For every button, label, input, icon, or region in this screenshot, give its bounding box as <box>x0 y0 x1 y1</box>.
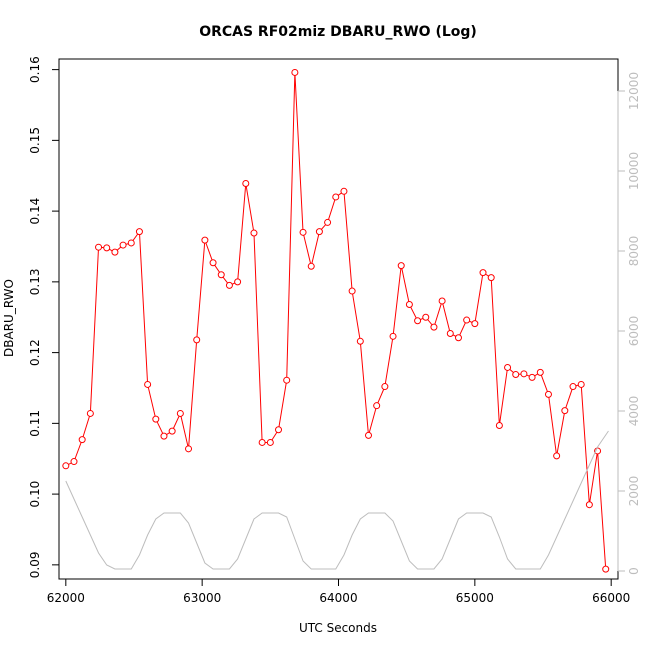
data-point <box>389 332 397 340</box>
data-point <box>185 445 193 453</box>
data-point <box>332 193 340 201</box>
data-point <box>536 368 544 376</box>
data-point <box>430 323 438 331</box>
y-tick-label: 0.13 <box>28 268 42 295</box>
data-point <box>127 239 135 247</box>
data-point <box>209 259 217 267</box>
data-point <box>356 337 364 345</box>
data-point <box>324 218 332 226</box>
y-tick-label: 0.11 <box>28 410 42 437</box>
data-point <box>569 383 577 391</box>
data-point <box>234 278 242 286</box>
data-point <box>487 274 495 282</box>
x-tick-label: 66000 <box>592 591 630 605</box>
data-point <box>397 262 405 270</box>
data-point <box>315 228 323 236</box>
data-point <box>544 390 552 398</box>
data-point <box>520 370 528 378</box>
y-axis-title: DBARU_RWO <box>2 279 16 357</box>
y-tick-label: 0.12 <box>28 339 42 366</box>
data-point <box>86 409 94 417</box>
data-point <box>479 269 487 277</box>
series-line <box>65 72 607 570</box>
data-point <box>504 363 512 371</box>
series-line <box>65 430 609 570</box>
x-tick-label: 62000 <box>47 591 85 605</box>
data-point <box>454 334 462 342</box>
x-tick-label: 65000 <box>456 591 494 605</box>
data-point <box>144 380 152 388</box>
data-point <box>266 438 274 446</box>
y2-tick-label: 6000 <box>627 316 641 347</box>
data-point <box>168 427 176 435</box>
y-tick-label: 0.16 <box>28 56 42 83</box>
data-point <box>176 409 184 417</box>
data-point <box>103 244 111 252</box>
y-axis-left: 0.09 0.10 0.11 0.12 0.13 0.14 0.15 0.16 <box>28 56 60 578</box>
data-point <box>561 407 569 415</box>
data-point <box>381 383 389 391</box>
series-line-dbaru-rwo <box>62 68 610 573</box>
data-point <box>299 228 307 236</box>
data-point <box>348 287 356 295</box>
data-point <box>422 313 430 321</box>
data-point <box>152 415 160 423</box>
data-point <box>414 317 422 325</box>
data-point <box>135 228 143 236</box>
data-point <box>95 243 103 251</box>
data-point <box>307 262 315 270</box>
x-tick-label: 64000 <box>319 591 357 605</box>
data-point <box>70 458 78 466</box>
data-point <box>373 402 381 410</box>
data-point <box>340 187 348 195</box>
data-point <box>446 330 454 337</box>
chart-title: ORCAS RF02miz DBARU_RWO (Log) <box>199 24 477 40</box>
plot-area <box>58 58 619 580</box>
y-tick-label: 0.10 <box>28 481 42 508</box>
data-point <box>160 432 168 440</box>
y-axis-right: 0 2000 4000 6000 8000 10000 12000 <box>617 72 641 575</box>
y2-tick-label: 2000 <box>627 476 641 507</box>
y-tick-label: 0.09 <box>28 551 42 578</box>
data-point <box>78 436 86 444</box>
data-point <box>111 248 119 256</box>
y2-tick-label: 10000 <box>627 152 641 190</box>
data-point <box>201 236 209 244</box>
data-point <box>242 180 250 188</box>
data-point <box>512 371 520 379</box>
y-tick-label: 0.14 <box>28 198 42 225</box>
data-point <box>553 452 561 460</box>
data-point <box>225 281 233 289</box>
x-axis: 62000 63000 64000 65000 66000 <box>47 578 630 605</box>
series-line-secondary <box>65 430 609 570</box>
y-tick-label: 0.15 <box>28 127 42 154</box>
y2-tick-label: 12000 <box>627 72 641 110</box>
data-point <box>438 297 446 305</box>
data-point <box>585 501 593 509</box>
data-point <box>291 68 299 76</box>
data-point <box>258 438 266 446</box>
data-point <box>217 271 225 279</box>
data-point <box>405 301 413 308</box>
data-point <box>495 421 503 429</box>
y2-tick-label: 8000 <box>627 236 641 267</box>
x-tick-label: 63000 <box>183 591 221 605</box>
data-point <box>62 462 70 470</box>
data-point <box>463 316 471 324</box>
data-point <box>577 380 585 388</box>
data-point <box>471 320 479 328</box>
x-axis-title: UTC Seconds <box>299 621 377 635</box>
data-point <box>193 336 201 344</box>
data-point <box>275 426 283 434</box>
data-point <box>250 229 258 237</box>
data-point <box>528 373 536 381</box>
data-point <box>119 241 127 249</box>
data-point <box>283 376 291 384</box>
data-point <box>602 565 610 573</box>
y2-tick-label: 0 <box>627 567 641 575</box>
data-point <box>365 431 372 439</box>
y2-tick-label: 4000 <box>627 396 641 427</box>
